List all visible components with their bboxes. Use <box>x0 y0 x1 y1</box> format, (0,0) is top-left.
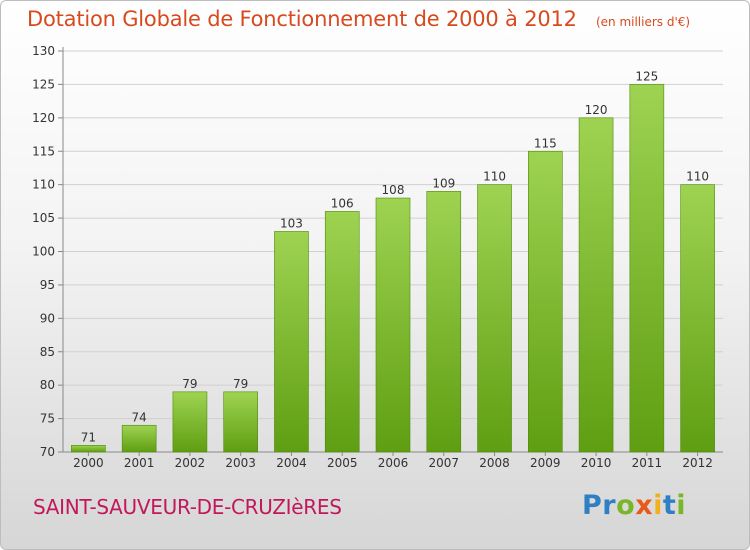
data-label-2012: 110 <box>686 170 709 184</box>
chart-title: Dotation Globale de Fonctionnement de 20… <box>27 7 577 31</box>
data-label-2009: 115 <box>534 136 557 150</box>
data-label-2003: 79 <box>233 377 248 391</box>
bar-2004 <box>274 231 309 453</box>
data-label-2005: 106 <box>331 196 354 210</box>
x-tick-label-2001: 2001 <box>124 456 155 470</box>
bar-2010 <box>578 117 614 453</box>
brand-letter: x <box>635 490 654 521</box>
data-label-2001: 74 <box>132 410 147 424</box>
x-tick-labels: 2000 2001 2002 2003 2004 2005 2006 2007 2008 2009… <box>73 452 713 470</box>
data-label-2011: 125 <box>635 69 658 83</box>
brand-letter: o <box>616 490 636 521</box>
bar-2003 <box>223 391 258 453</box>
x-tick-label-2011: 2011 <box>632 456 663 470</box>
x-tick-label-2000: 2000 <box>73 456 104 470</box>
bar-2000 <box>71 445 106 453</box>
data-label-2007: 109 <box>432 176 455 190</box>
y-tick-label: 130 <box>32 44 55 58</box>
title-row: Dotation Globale de Fonctionnement de 20… <box>27 7 690 31</box>
bars <box>71 84 715 453</box>
brand-letter: i <box>676 490 687 521</box>
y-tick-label: 125 <box>32 77 55 91</box>
x-tick-label-2012: 2012 <box>682 456 713 470</box>
bar-2001 <box>121 424 157 453</box>
x-tick-label-2007: 2007 <box>428 456 459 470</box>
x-tick-label-2008: 2008 <box>479 456 510 470</box>
data-label-2000: 71 <box>81 430 96 444</box>
brand-letter: P <box>582 490 603 521</box>
unit-note: (en milliers d'€) <box>595 15 691 29</box>
x-tick-label-2010: 2010 <box>581 456 612 470</box>
bar-2005 <box>324 211 360 453</box>
data-label-2008: 110 <box>483 170 506 184</box>
x-tick-label-2004: 2004 <box>276 456 307 470</box>
y-tick-label: 85 <box>40 345 55 359</box>
bar-2008 <box>477 184 512 453</box>
x-tick-label-2006: 2006 <box>378 456 409 470</box>
y-tick-label: 95 <box>40 278 55 292</box>
y-tick-label: 75 <box>40 412 55 426</box>
data-labels: 71 74 79 79 103 106 108 109 110 115 120 125 110 <box>81 69 709 444</box>
bar-2011 <box>629 84 665 453</box>
bar-2012 <box>680 184 715 453</box>
x-tick-label-2009: 2009 <box>530 456 561 470</box>
data-label-2010: 120 <box>585 103 608 117</box>
y-tick-label: 100 <box>32 245 55 259</box>
brand-letter: i <box>653 490 663 521</box>
bar-2009 <box>528 150 563 453</box>
y-tick-label: 120 <box>32 111 55 125</box>
data-label-2002: 79 <box>182 377 197 391</box>
data-label-2004: 103 <box>280 216 303 230</box>
brand-letter: r <box>602 490 617 521</box>
y-tick-labels: 70 75 80 85 90 95 100 105 110 115 120 125 130 <box>32 44 55 459</box>
brand-logo: Proxiti <box>582 490 686 521</box>
bar-2002 <box>172 391 208 453</box>
x-tick-label-2003: 2003 <box>225 456 256 470</box>
brand-letter: t <box>662 490 677 521</box>
y-tick-label: 105 <box>32 211 55 225</box>
bar-2007 <box>426 191 462 453</box>
x-tick-label-2002: 2002 <box>175 456 206 470</box>
bar-2006 <box>375 197 411 453</box>
y-tick-label: 115 <box>32 144 55 158</box>
data-label-2006: 108 <box>382 183 405 197</box>
y-tick-label: 70 <box>40 445 55 459</box>
y-tick-label: 80 <box>40 378 55 392</box>
y-tick-label: 110 <box>32 178 55 192</box>
x-tick-label-2005: 2005 <box>327 456 358 470</box>
commune-name: SAINT-SAUVEUR-DE-CRUZIèRES <box>33 495 342 519</box>
y-tick-label: 90 <box>40 311 55 325</box>
